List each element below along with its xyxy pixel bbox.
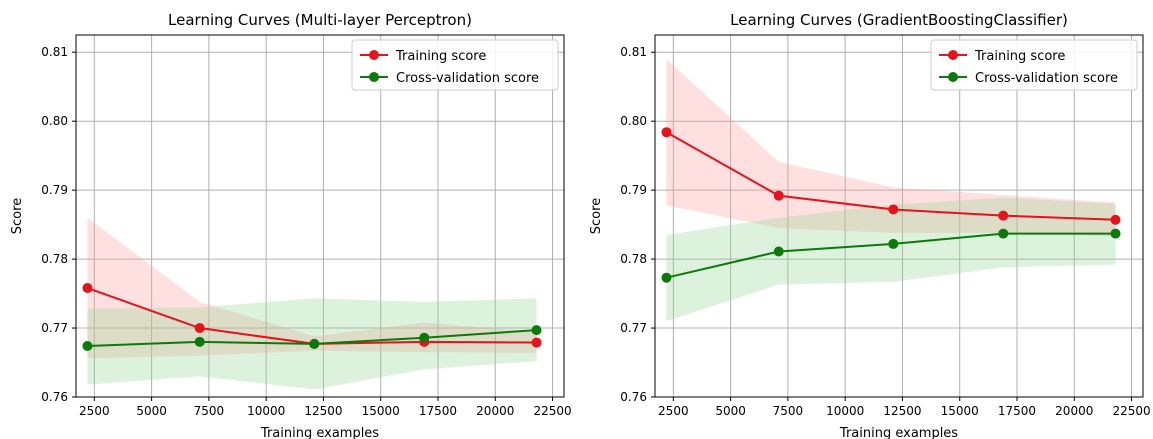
chart-title: Learning Curves (GradientBoostingClassif… — [730, 11, 1068, 29]
series-0-point — [773, 190, 784, 201]
series-1-point — [661, 272, 672, 283]
series-0-point — [194, 323, 205, 334]
series-1-point — [1110, 228, 1121, 239]
y-tick-label: 0.80 — [620, 114, 647, 128]
y-tick-label: 0.76 — [620, 390, 647, 404]
series-0-point — [888, 204, 899, 215]
plot-area — [655, 35, 1143, 397]
x-tick-label: 2500 — [79, 404, 110, 418]
x-tick-label: 10000 — [826, 404, 864, 418]
y-tick-label: 0.80 — [41, 114, 68, 128]
gbc-learning-curve-panel: 2500 5000 7500 10000 12500 15000 17500 20000 225… — [589, 11, 1151, 439]
series-1-point — [531, 325, 542, 336]
legend-swatch-marker — [948, 50, 958, 60]
x-tick-label: 15000 — [362, 404, 400, 418]
x-tick-label: 17500 — [419, 404, 457, 418]
x-axis-label: Training examples — [260, 426, 379, 439]
series-0-point — [531, 337, 542, 348]
x-tick-label: 20000 — [476, 404, 514, 418]
series-0-point — [661, 127, 672, 138]
legend-swatch-marker — [369, 72, 379, 82]
x-tick-label: 5000 — [136, 404, 167, 418]
y-tick-label: 0.78 — [41, 252, 68, 266]
y-tick-label: 0.77 — [41, 321, 68, 335]
y-tick-label: 0.81 — [620, 45, 647, 59]
series-1-point — [888, 238, 899, 249]
x-tick-label: 10000 — [247, 404, 285, 418]
legend-entry-label: Training score — [395, 49, 486, 64]
series-0-point — [82, 283, 93, 294]
legend: Training score Cross-validation score — [930, 39, 1138, 91]
legend-swatch-marker — [948, 72, 958, 82]
y-tick-label: 0.79 — [41, 183, 68, 197]
y-tick-label: 0.77 — [620, 321, 647, 335]
series-1-point — [419, 332, 430, 343]
series-1-point — [998, 228, 1009, 239]
legend-entry-label: Cross-validation score — [396, 71, 539, 86]
x-tick-label: 7500 — [194, 404, 225, 418]
legend-swatch-marker — [369, 50, 379, 60]
legend-entry-label: Cross-validation score — [975, 71, 1118, 86]
series-0-point — [998, 210, 1009, 221]
x-tick-label: 22500 — [1112, 404, 1150, 418]
axes-frame — [75, 34, 565, 398]
x-tick-label: 20000 — [1055, 404, 1093, 418]
y-tick-label: 0.81 — [41, 45, 68, 59]
series-1-point — [309, 338, 320, 349]
x-tick-label: 15000 — [941, 404, 979, 418]
y-axis-label: Score — [10, 198, 25, 234]
series-1-point — [82, 340, 93, 351]
y-tick-label: 0.79 — [620, 183, 647, 197]
x-tick-label: 5000 — [715, 404, 746, 418]
series-1-point — [773, 246, 784, 257]
x-axis-label: Training examples — [839, 426, 958, 439]
x-tick-label: 12500 — [304, 404, 342, 418]
y-axis-label: Score — [589, 198, 604, 234]
x-tick-label: 2500 — [658, 404, 689, 418]
y-tick-label: 0.76 — [41, 390, 68, 404]
axes-frame — [654, 34, 1144, 398]
legend: Training score Cross-validation score — [351, 39, 559, 91]
y-tick-label: 0.78 — [620, 252, 647, 266]
x-tick-label: 7500 — [773, 404, 804, 418]
mlp-learning-curve-panel: 2500 5000 7500 10000 12500 15000 17500 20000 225… — [10, 11, 572, 439]
x-tick-label: 22500 — [533, 404, 571, 418]
chart-title: Learning Curves (Multi-layer Perceptron) — [168, 11, 472, 29]
legend-box — [930, 39, 1138, 91]
series-1-point — [194, 336, 205, 347]
x-tick-label: 17500 — [998, 404, 1036, 418]
legend-box — [351, 39, 559, 91]
plot-area — [76, 35, 564, 397]
series-0-point — [1110, 214, 1121, 225]
legend-entry-label: Training score — [974, 49, 1065, 64]
x-tick-label: 12500 — [883, 404, 921, 418]
